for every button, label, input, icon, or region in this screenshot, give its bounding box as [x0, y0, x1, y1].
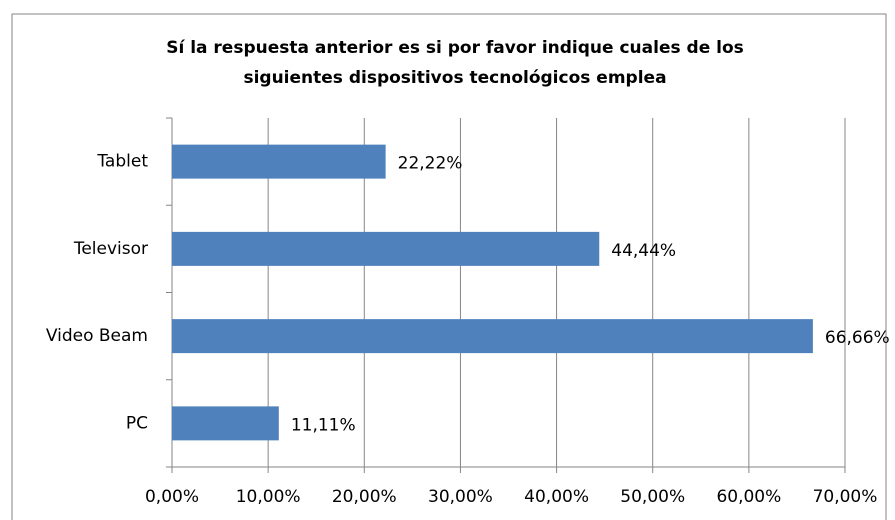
data-label: 44,44%	[611, 241, 676, 261]
x-tick-label: 10,00%	[236, 487, 301, 507]
data-label: 66,66%	[825, 328, 890, 348]
y-tick-label: Video Beam	[46, 326, 148, 346]
x-tick-label: 40,00%	[524, 487, 589, 507]
bar	[172, 231, 600, 266]
x-tick-label: 70,00%	[813, 487, 878, 507]
x-tick-label: 0,00%	[145, 487, 199, 507]
bar	[172, 144, 386, 179]
chart-border	[11, 13, 887, 520]
chart-title: siguientes dispositivos tecnológicos emp…	[243, 68, 666, 88]
x-tick-label: 30,00%	[428, 487, 493, 507]
data-label: 11,11%	[291, 415, 356, 435]
y-tick-label: Tablet	[96, 152, 148, 172]
chart-title: Sí la respuesta anterior es si por favor…	[166, 38, 744, 58]
bar	[172, 319, 813, 354]
bar	[172, 406, 279, 441]
y-tick-label: PC	[126, 413, 148, 433]
x-tick-label: 60,00%	[716, 487, 781, 507]
x-tick-label: 20,00%	[332, 487, 397, 507]
x-tick-label: 50,00%	[620, 487, 685, 507]
data-label: 22,22%	[398, 154, 463, 174]
y-tick-label: Televisor	[73, 239, 148, 259]
